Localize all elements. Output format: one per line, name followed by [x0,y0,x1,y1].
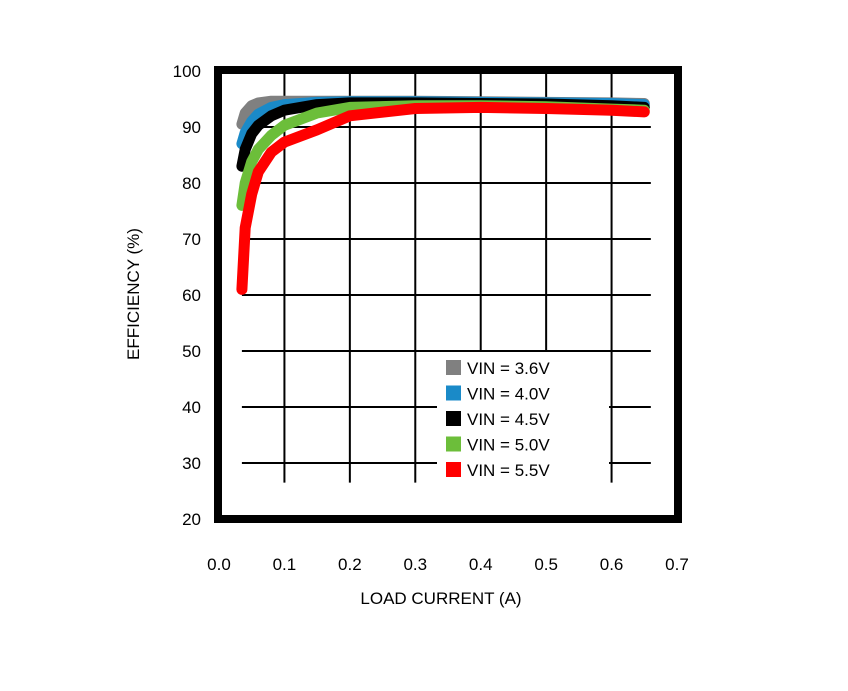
legend-swatch-1 [446,360,461,375]
legend-swatch-3 [446,411,461,426]
legend-swatch-5 [446,462,461,477]
plot-frame [214,66,682,523]
x-tick-label: 0.3 [403,555,427,574]
y-tick-label: 50 [182,342,201,361]
x-tick-label: 0.2 [338,555,362,574]
series-line-5 [236,101,650,295]
y-tick-label: 30 [182,454,201,473]
legend-label-3: VIN = 4.5V [467,410,550,429]
y-tick-label: 20 [182,510,201,529]
x-tick-label: 0.7 [665,555,689,574]
x-tick-label: 0.1 [273,555,297,574]
y-tick-label: 100 [173,62,201,81]
y-axis-title: EFFICIENCY (%) [124,228,143,360]
legend-label-1: VIN = 3.6V [467,359,550,378]
y-tick-label: 90 [182,118,201,137]
legend-swatch-2 [446,385,461,401]
y-tick-label: 40 [182,398,201,417]
y-tick-label: 60 [182,286,201,305]
x-tick-label: 0.6 [600,555,624,574]
legend: VIN = 3.6V VIN = 4.0V VIN = 4.5V VIN = 5.0V… [437,352,609,490]
x-axis-tick-labels: 0.0 0.1 0.2 0.3 0.4 0.5 0.6 0.7 [207,555,689,574]
legend-label-5: VIN = 5.5V [467,461,550,480]
legend-label-4: VIN = 5.0V [467,436,550,455]
x-tick-label: 0.4 [469,555,493,574]
data-series [236,95,650,295]
legend-swatch-4 [446,436,461,452]
legend-label-2: VIN = 4.0V [467,385,550,404]
y-tick-label: 70 [182,230,201,249]
y-axis-tick-labels: 20 30 40 50 60 70 80 90 100 [173,62,201,529]
y-tick-label: 80 [182,174,201,193]
legend-box [437,352,609,490]
x-tick-label: 0.5 [534,555,558,574]
x-axis-title: LOAD CURRENT (A) [360,589,521,608]
x-tick-label: 0.0 [207,555,231,574]
